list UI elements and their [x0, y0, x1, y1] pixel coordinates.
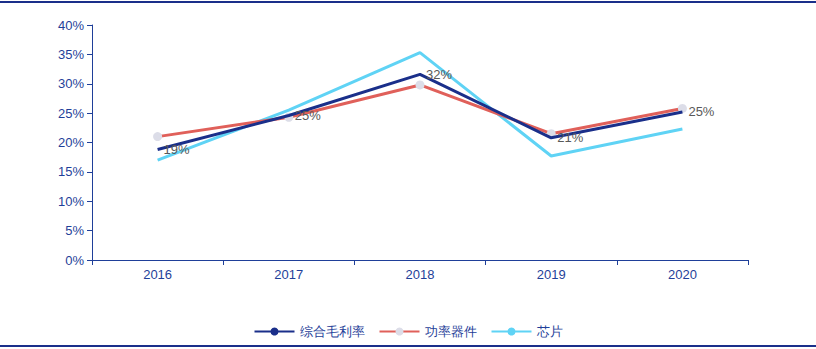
svg-text:30%: 30% — [58, 76, 84, 91]
svg-text:2020: 2020 — [668, 267, 697, 282]
svg-text:25%: 25% — [688, 104, 714, 119]
svg-text:2019: 2019 — [537, 267, 566, 282]
svg-text:35%: 35% — [58, 47, 84, 62]
svg-text:21%: 21% — [557, 130, 583, 145]
svg-text:10%: 10% — [58, 194, 84, 209]
svg-text:功率器件: 功率器件 — [425, 324, 477, 339]
svg-text:2017: 2017 — [274, 267, 303, 282]
svg-text:5%: 5% — [65, 223, 84, 238]
svg-text:40%: 40% — [58, 18, 84, 33]
svg-text:2016: 2016 — [143, 267, 172, 282]
svg-text:0%: 0% — [65, 253, 84, 268]
svg-text:25%: 25% — [58, 106, 84, 121]
svg-text:25%: 25% — [295, 108, 321, 123]
svg-text:19%: 19% — [164, 142, 190, 157]
svg-text:32%: 32% — [426, 67, 452, 82]
svg-text:2018: 2018 — [406, 267, 435, 282]
svg-text:15%: 15% — [58, 164, 84, 179]
svg-text:综合毛利率: 综合毛利率 — [300, 324, 365, 339]
svg-text:芯片: 芯片 — [536, 324, 563, 339]
svg-text:20%: 20% — [58, 135, 84, 150]
